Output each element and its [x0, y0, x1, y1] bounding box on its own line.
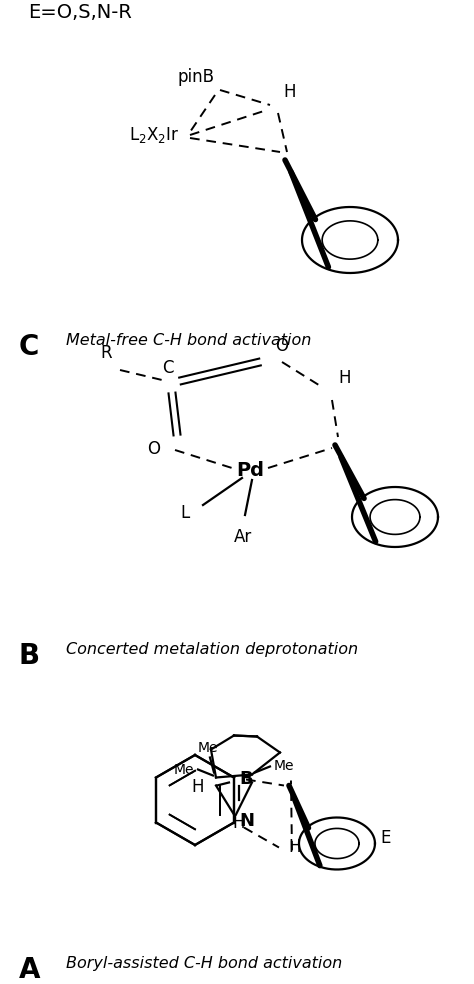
Text: Me: Me — [274, 760, 294, 773]
Text: O: O — [147, 440, 160, 458]
Text: R: R — [100, 344, 112, 362]
Text: L$_2$X$_2$Ir: L$_2$X$_2$Ir — [129, 125, 180, 145]
Text: Metal-free C-H bond activation: Metal-free C-H bond activation — [66, 333, 312, 347]
Text: H: H — [283, 83, 295, 101]
Text: Me: Me — [173, 763, 194, 776]
Text: Ar: Ar — [234, 528, 252, 546]
Text: E=O,S,N-R: E=O,S,N-R — [28, 3, 132, 22]
Text: H: H — [338, 369, 350, 387]
Text: pinB: pinB — [178, 68, 215, 86]
Text: O: O — [275, 337, 288, 355]
Text: E: E — [380, 830, 391, 847]
Text: H: H — [288, 838, 301, 856]
Text: C: C — [162, 359, 174, 377]
Text: C: C — [19, 333, 39, 360]
Text: N: N — [239, 812, 254, 830]
Text: L: L — [181, 504, 190, 522]
Text: Pd: Pd — [236, 461, 264, 479]
Text: H: H — [233, 814, 245, 831]
Text: B: B — [19, 642, 40, 669]
Text: Boryl-assisted C-H bond activation: Boryl-assisted C-H bond activation — [66, 956, 343, 971]
Text: Me: Me — [198, 742, 218, 756]
Text: Concerted metalation deprotonation: Concerted metalation deprotonation — [66, 642, 358, 656]
Text: B: B — [239, 770, 253, 788]
Text: H: H — [191, 778, 204, 796]
Text: A: A — [19, 956, 40, 984]
